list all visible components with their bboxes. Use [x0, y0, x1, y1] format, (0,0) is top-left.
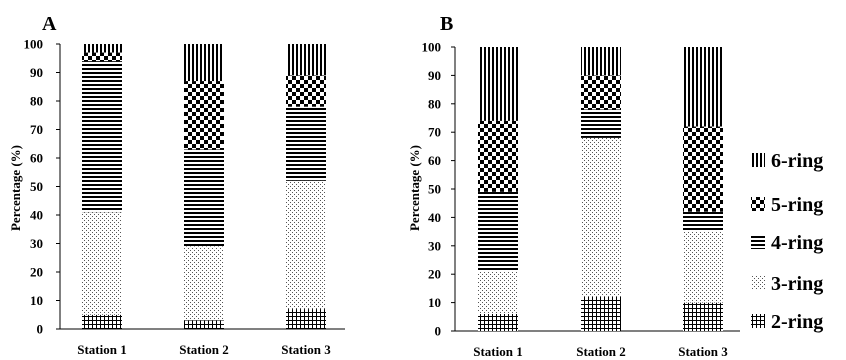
legend-label-2: 4-ring	[771, 232, 823, 254]
y-tick-label: 30	[428, 238, 441, 253]
panel-a-ylabel: Percentage (%)	[8, 145, 23, 231]
bar-segment-5-ring	[478, 120, 518, 192]
bar-segment-2-ring	[82, 314, 122, 329]
bar-segment-5-ring	[82, 52, 122, 62]
panel-b-ylabel: Percentage (%)	[407, 145, 422, 231]
legend-item-0: 6-ring	[751, 150, 823, 172]
bar-segment-6-ring	[478, 47, 518, 121]
y-tick-label: 20	[30, 265, 43, 280]
y-tick-label: 20	[428, 267, 441, 282]
legend-swatch-4	[751, 314, 765, 328]
legend-label-1: 5-ring	[771, 194, 823, 216]
legend-item-3: 3-ring	[751, 273, 823, 295]
bar-segment-3-ring	[478, 271, 518, 314]
y-tick-label: 50	[30, 179, 43, 194]
bar-segment-5-ring	[683, 126, 723, 212]
x-category-label: Station 2	[179, 342, 228, 357]
x-category-label: Station 2	[576, 344, 625, 359]
y-tick-label: 0	[37, 322, 44, 337]
x-category-label: Station 1	[77, 342, 126, 357]
bar-segment-2-ring	[286, 309, 326, 329]
y-tick-label: 40	[30, 208, 43, 223]
panel-b: B Percentage (%) 0 10 20 30 40 50 60 70 80 90 100 S…	[407, 13, 740, 359]
y-tick-label: 10	[30, 293, 43, 308]
bar-segment-6-ring	[286, 44, 326, 76]
y-tick-label: 60	[428, 153, 441, 168]
panel-a-bars	[82, 44, 326, 329]
bar-segment-4-ring	[581, 109, 621, 138]
bar-segment-5-ring	[286, 75, 326, 107]
y-tick-label: 90	[428, 68, 441, 83]
panel-b-bars	[478, 47, 723, 331]
y-tick-label: 100	[24, 37, 44, 52]
bar-segment-6-ring	[184, 44, 224, 82]
panel-a-axes: 0 10 20 30 40 50 60 70 80 90 100 Station 1 Station 2…	[24, 37, 345, 357]
legend-item-2: 4-ring	[751, 232, 823, 254]
panel-b-label: B	[440, 13, 453, 35]
y-tick-label: 80	[30, 94, 43, 109]
bar-segment-4-ring	[478, 191, 518, 272]
legend-swatch-1	[751, 197, 765, 211]
legend: 6-ring 5-ring 4-ring 3-ring 2-ring	[751, 150, 823, 333]
y-tick-label: 50	[428, 182, 441, 197]
y-tick-label: 40	[428, 210, 441, 225]
bar-segment-4-ring	[82, 61, 122, 213]
legend-swatch-2	[751, 235, 765, 249]
bar-segment-6-ring	[82, 44, 122, 53]
legend-label-3: 3-ring	[771, 273, 823, 295]
legend-label-4: 2-ring	[771, 311, 823, 333]
legend-item-1: 5-ring	[751, 194, 823, 216]
legend-swatch-3	[751, 276, 765, 290]
y-tick-label: 100	[422, 40, 442, 55]
x-category-label: Station 3	[281, 342, 331, 357]
legend-swatch-0	[751, 153, 765, 167]
bar-segment-3-ring	[82, 212, 122, 315]
y-tick-label: 70	[428, 125, 441, 140]
bar-segment-3-ring	[286, 180, 326, 310]
bar-segment-2-ring	[184, 320, 224, 329]
panel-a-label: A	[42, 13, 57, 35]
y-tick-label: 80	[428, 96, 441, 111]
panel-a: A Percentage (%) 0 10 20 30 40 50 60 70 80 90 100 S…	[8, 13, 345, 357]
bar-segment-5-ring	[581, 75, 621, 110]
legend-label-0: 6-ring	[771, 150, 823, 172]
y-tick-label: 30	[30, 236, 43, 251]
bar-segment-4-ring	[184, 149, 224, 247]
y-tick-label: 70	[30, 122, 43, 137]
bar-segment-3-ring	[581, 137, 621, 297]
bar-segment-5-ring	[184, 81, 224, 150]
bar-segment-6-ring	[683, 47, 723, 127]
bar-segment-3-ring	[184, 246, 224, 321]
bar-segment-3-ring	[683, 231, 723, 303]
legend-item-4: 2-ring	[751, 311, 823, 333]
bar-segment-4-ring	[286, 106, 326, 181]
y-tick-label: 90	[30, 65, 43, 80]
y-tick-label: 0	[435, 324, 442, 339]
bar-segment-2-ring	[478, 313, 518, 331]
y-tick-label: 60	[30, 151, 43, 166]
bar-segment-6-ring	[581, 47, 621, 76]
bar-segment-4-ring	[683, 211, 723, 232]
x-category-label: Station 1	[473, 344, 522, 359]
y-tick-label: 10	[428, 295, 441, 310]
x-category-label: Station 3	[678, 344, 728, 359]
bar-segment-2-ring	[581, 296, 621, 331]
bar-segment-2-ring	[683, 302, 723, 331]
